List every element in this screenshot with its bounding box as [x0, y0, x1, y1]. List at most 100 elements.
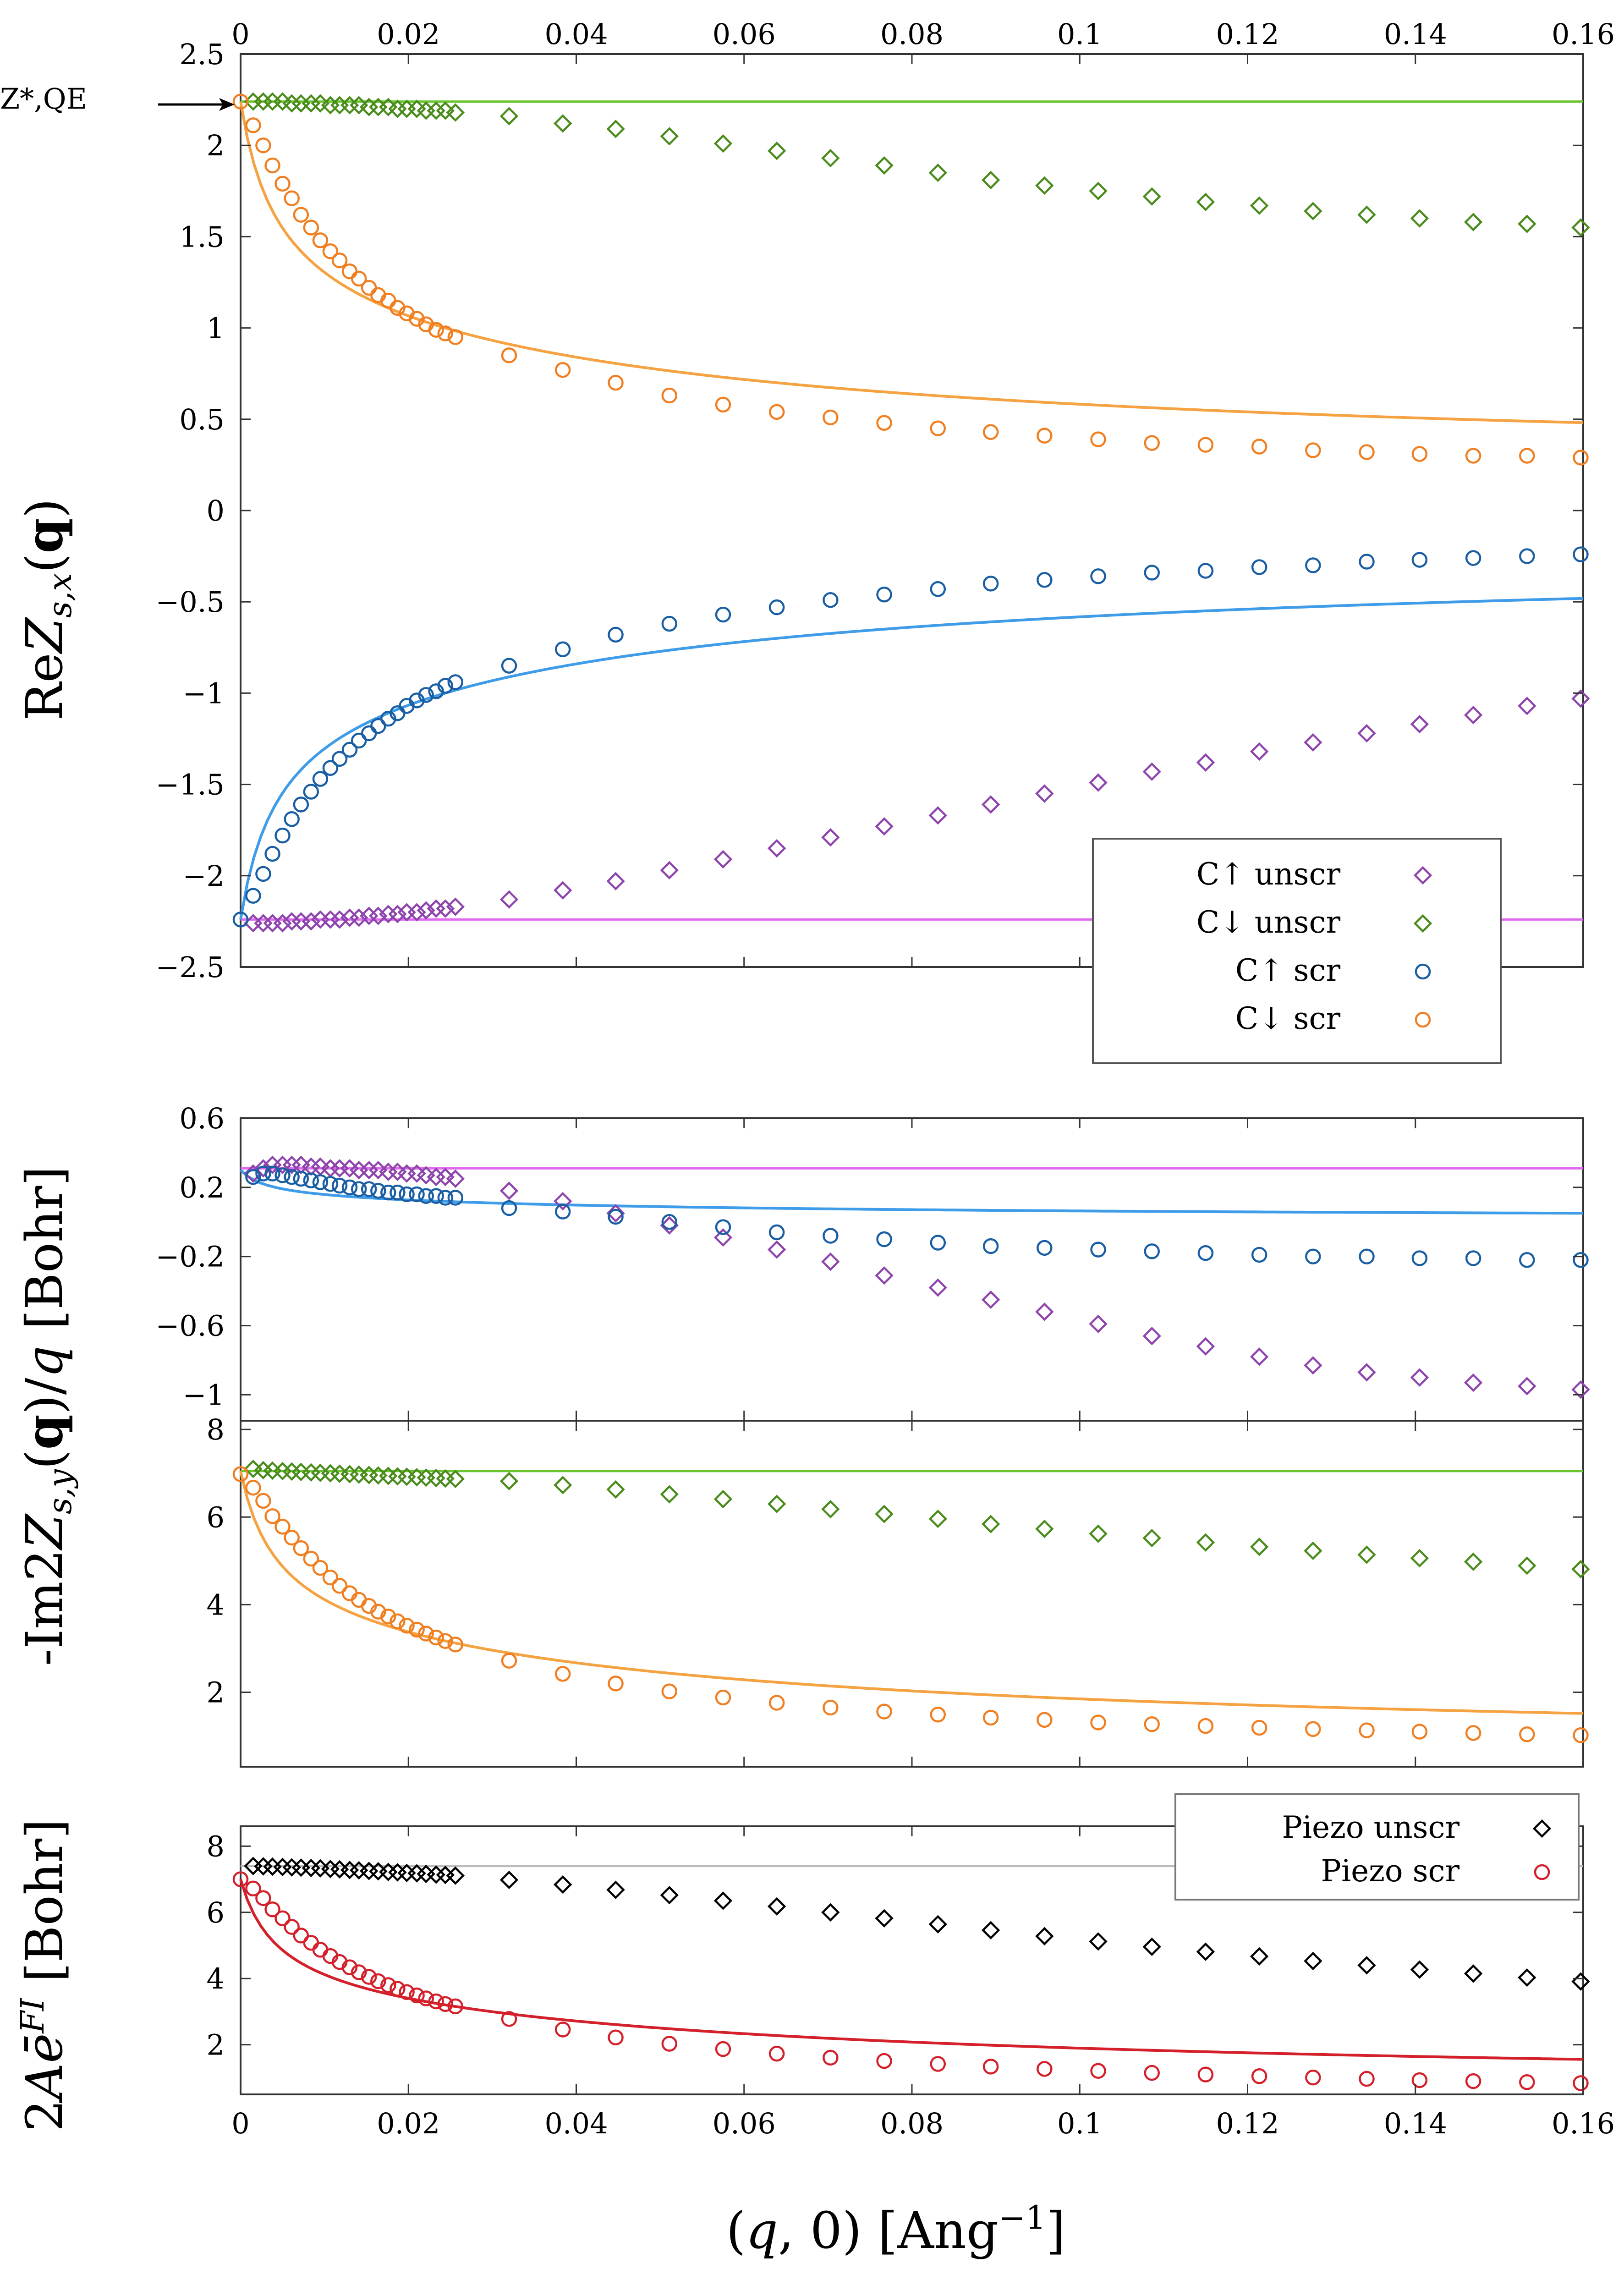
xtick-label-top: 0 [231, 17, 249, 51]
data-point-circle [501, 658, 517, 674]
top-ylabel: ReZs,x(q) [15, 499, 79, 721]
data-point-circle [437, 1190, 454, 1206]
data-point-diamond [1035, 1927, 1054, 1945]
data-point-diamond [713, 1228, 733, 1247]
data-point-circle [1411, 552, 1428, 568]
data-point-diamond [1518, 697, 1536, 715]
data-points [232, 92, 1590, 2091]
xtick-label-top: 0.12 [1216, 17, 1279, 51]
data-point-diamond [1304, 202, 1322, 220]
data-point-diamond [1518, 214, 1536, 233]
data-point-circle [361, 1181, 377, 1197]
data-point-circle [341, 1585, 358, 1601]
data-point-circle [293, 1928, 309, 1944]
data-point-circle [264, 157, 280, 174]
data-point-diamond [554, 1192, 572, 1211]
data-point-diamond [1304, 1541, 1322, 1560]
qe-annotation-text: Z*,QE [0, 82, 87, 115]
data-point-diamond [1357, 1545, 1376, 1564]
data-point-diamond [1357, 1956, 1376, 1975]
xtick-label-top: 0.08 [880, 17, 944, 51]
data-point-circle [823, 2049, 839, 2066]
data-point-circle [409, 1621, 425, 1638]
data-point-diamond [554, 1875, 572, 1894]
data-point-circle [1519, 1726, 1535, 1742]
data-point-circle [1465, 1725, 1481, 1741]
data-point-circle [274, 827, 291, 844]
ytick-label: 1.5 [179, 220, 225, 253]
data-point-circle [876, 1231, 892, 1247]
data-point-circle [823, 1699, 839, 1716]
data-point-circle [418, 1188, 434, 1204]
data-point-circle [1037, 1712, 1053, 1728]
data-point-circle [1411, 1250, 1428, 1266]
data-point-diamond [981, 1921, 1000, 1939]
data-point-circle [245, 117, 261, 133]
data-point-diamond [1035, 784, 1054, 803]
data-point-circle [1573, 2075, 1589, 2091]
data-point-circle [982, 1238, 999, 1254]
data-point-diamond [821, 148, 840, 168]
data-point-circle [399, 1984, 415, 2000]
data-point-diamond [273, 914, 292, 933]
data-point-diamond [388, 905, 407, 923]
data-point-circle [447, 1190, 464, 1206]
data-point-circle [982, 2059, 999, 2075]
data-point-diamond [981, 170, 1000, 190]
data-point-circle [1359, 554, 1375, 570]
data-point-diamond [875, 1266, 894, 1285]
data-point-diamond [1571, 1380, 1590, 1399]
data-point-circle [447, 1998, 464, 2015]
data-point-circle [232, 93, 249, 110]
data-point-diamond [369, 907, 388, 925]
data-point-circle [341, 1959, 358, 1975]
qe-arrow-head [219, 98, 235, 111]
xtick-label-bottom: 0.12 [1216, 2107, 1279, 2140]
data-point-circle [501, 2011, 517, 2027]
data-point-circle [982, 1709, 999, 1726]
ytick-label: 0.6 [179, 1102, 225, 1135]
data-point-circle [1359, 444, 1375, 460]
data-point-circle [930, 420, 946, 436]
data-point-circle [232, 1871, 249, 1887]
data-point-circle [399, 1618, 415, 1634]
data-point-circle [1519, 548, 1535, 564]
data-point-circle [1359, 1248, 1375, 1264]
data-point-circle [768, 1695, 785, 1711]
data-point-diamond [928, 806, 947, 825]
data-point-circle [1090, 2063, 1106, 2079]
data-point-diamond [1142, 1327, 1161, 1346]
data-point-circle [1144, 565, 1160, 581]
data-point-diamond [767, 141, 786, 160]
data-point-circle [437, 1996, 454, 2012]
data-point-circle [1144, 1243, 1160, 1259]
data-point-diamond [1464, 213, 1483, 231]
ytick-label: −0.6 [155, 1309, 225, 1343]
data-point-diamond [1571, 1972, 1590, 1991]
data-point-circle [303, 1934, 319, 1951]
xtick-label-bottom: 0.06 [713, 2107, 776, 2140]
data-point-circle [1359, 2071, 1375, 2087]
data-point-circle [390, 1613, 406, 1629]
ytick-label: 0 [207, 494, 225, 527]
data-point-diamond [1089, 1932, 1108, 1951]
data-point-circle [1197, 1718, 1214, 1734]
ytick-label: −2 [183, 859, 225, 893]
data-point-circle [1197, 437, 1214, 453]
data-point-diamond [928, 163, 947, 182]
data-point-circle [341, 263, 358, 280]
data-point-circle [608, 1676, 624, 1692]
data-point-circle [876, 2053, 892, 2069]
data-point-circle [331, 1177, 348, 1194]
fit-curves [239, 101, 1584, 2061]
data-point-circle [409, 1987, 425, 2004]
data-point-diamond [767, 839, 786, 858]
legend-bottom-markers [1532, 1819, 1552, 1880]
data-point-diamond [350, 96, 368, 115]
xtick-label-bottom: 0 [231, 2107, 249, 2140]
data-point-diamond [875, 1909, 894, 1928]
ytick-label: 8 [207, 1829, 225, 1863]
data-point-circle [768, 599, 785, 615]
data-point-circle [1519, 448, 1535, 464]
data-point-circle [380, 1977, 396, 1993]
